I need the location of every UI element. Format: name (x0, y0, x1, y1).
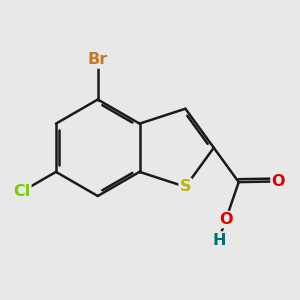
Text: O: O (219, 212, 232, 227)
Text: O: O (272, 174, 285, 189)
Text: Cl: Cl (13, 184, 30, 199)
Text: H: H (212, 232, 226, 247)
Text: S: S (180, 179, 191, 194)
Text: Br: Br (88, 52, 108, 68)
